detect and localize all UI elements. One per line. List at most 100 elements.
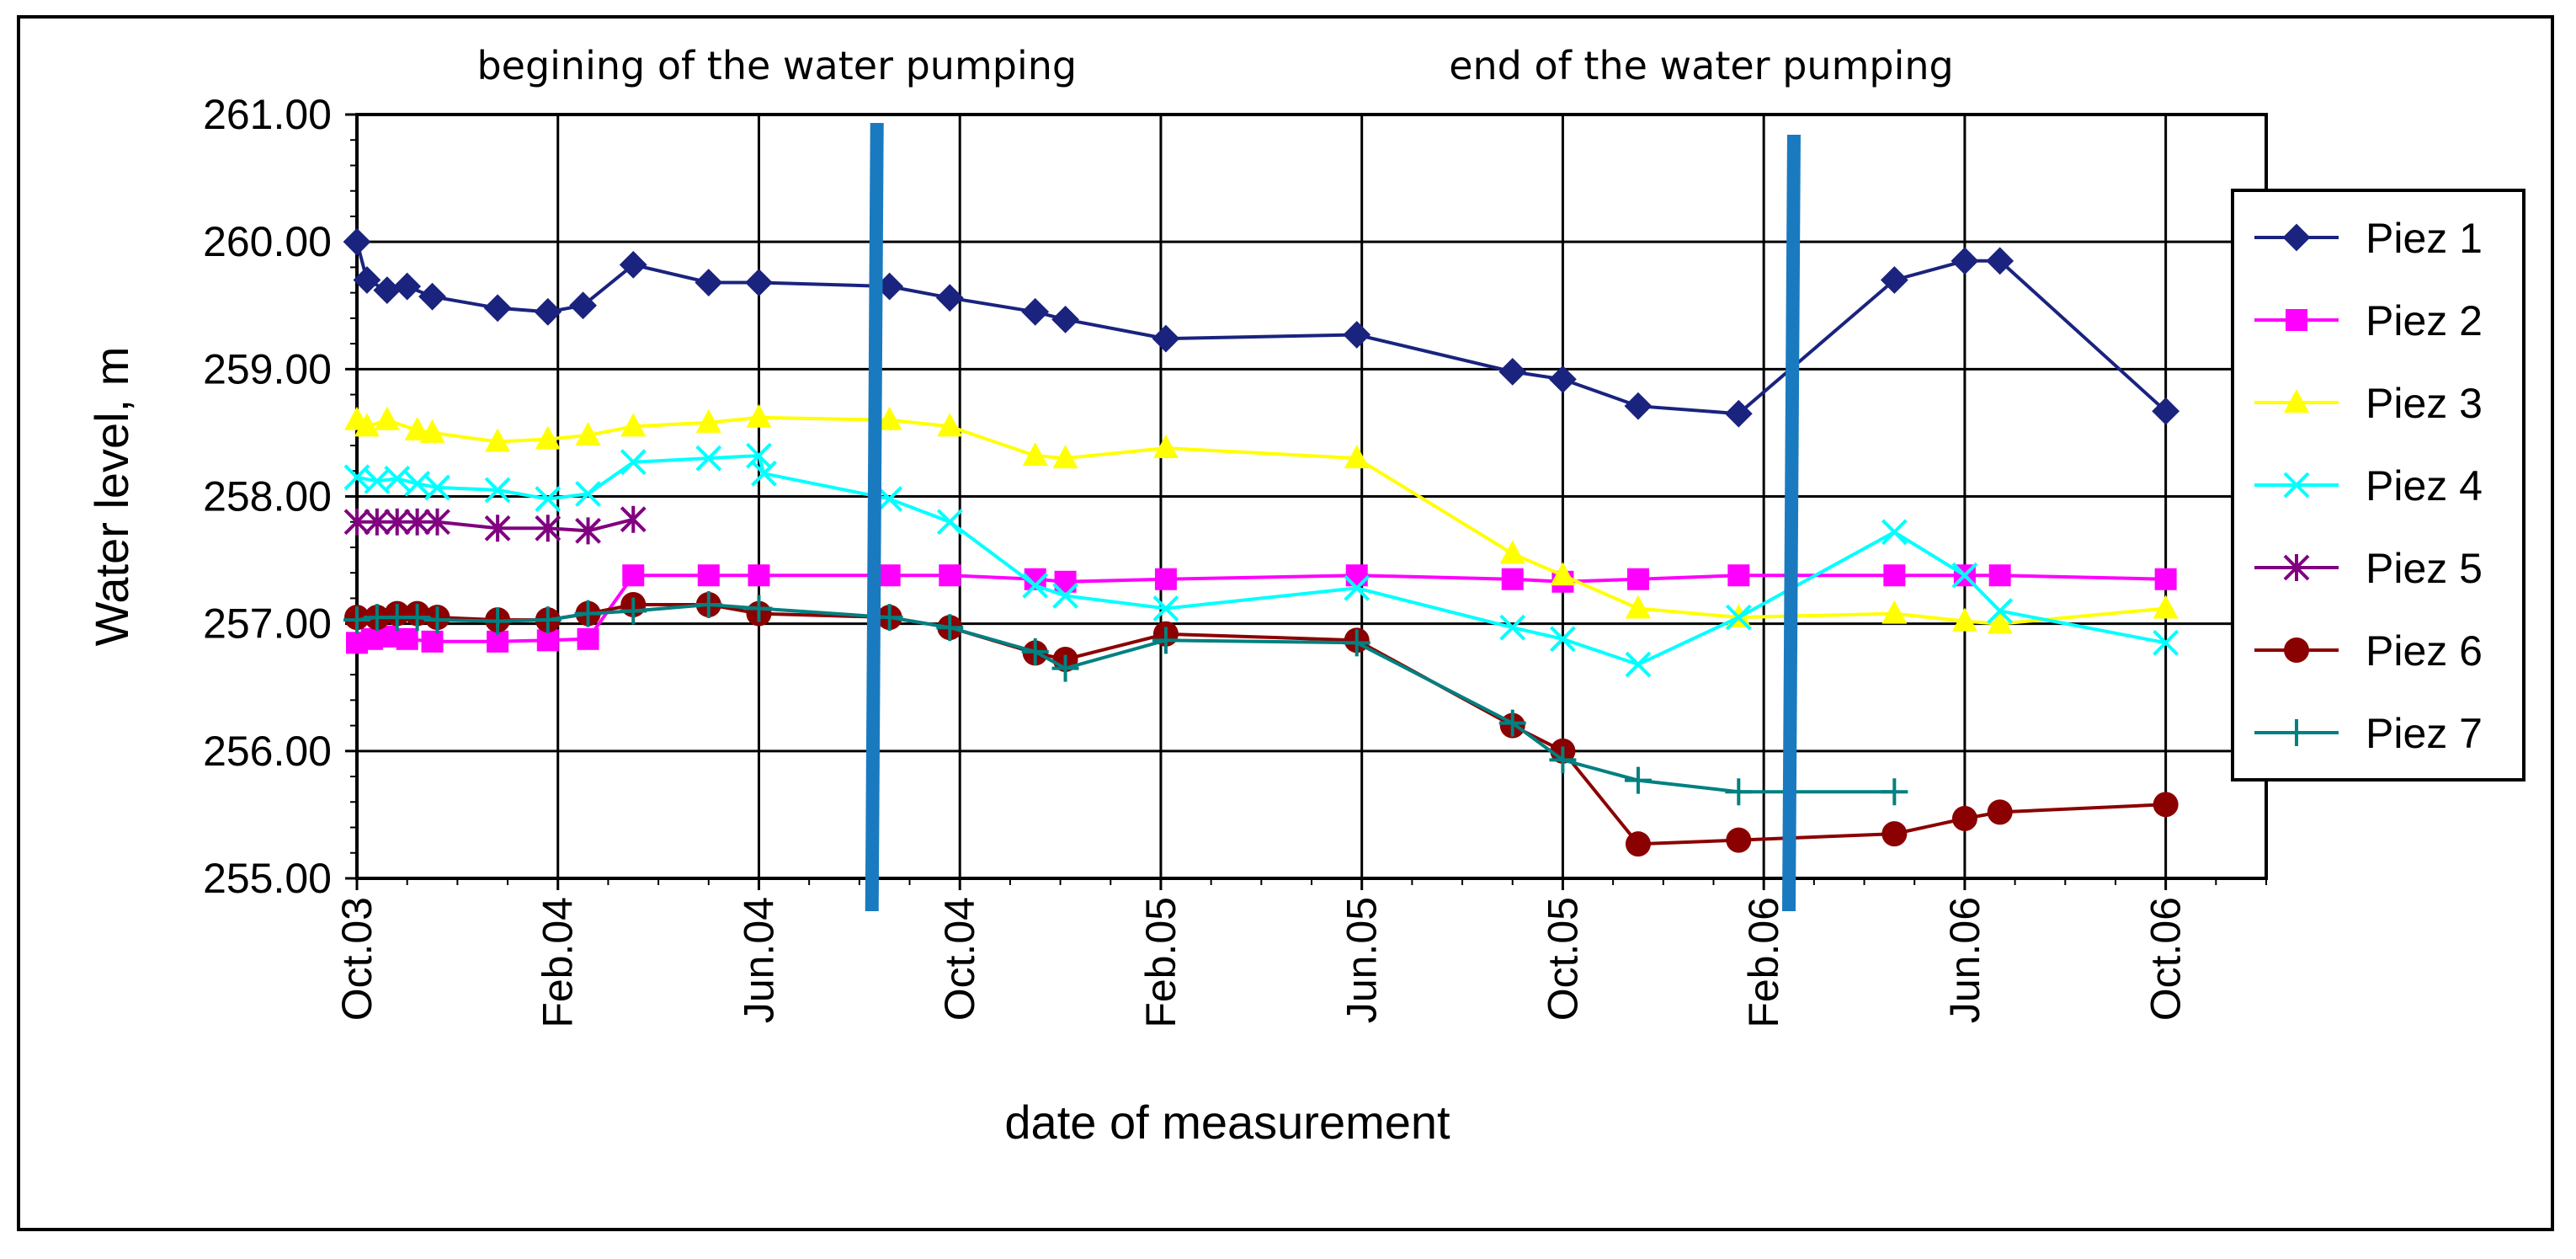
data-point bbox=[419, 419, 445, 443]
data-point bbox=[620, 413, 647, 437]
data-point bbox=[695, 269, 723, 296]
data-point bbox=[1152, 435, 1179, 459]
data-point bbox=[484, 515, 511, 542]
data-point bbox=[343, 464, 370, 491]
data-point bbox=[1987, 598, 2014, 624]
data-point bbox=[1498, 357, 1527, 386]
data-point bbox=[2153, 629, 2179, 656]
data-point bbox=[484, 477, 511, 504]
y-tick-label: 256.00 bbox=[203, 728, 332, 775]
data-point bbox=[1154, 568, 1177, 590]
y-tick-label: 261.00 bbox=[203, 91, 332, 138]
data-point bbox=[343, 606, 370, 634]
data-point bbox=[620, 597, 647, 625]
x-tick-label: Jun.06 bbox=[1941, 897, 1988, 1023]
data-point bbox=[1987, 610, 2013, 634]
x-tick-label: Feb.06 bbox=[1740, 897, 1787, 1028]
legend-label: Piez 3 bbox=[2366, 380, 2483, 427]
data-point bbox=[1052, 582, 1078, 609]
data-point bbox=[748, 564, 770, 587]
legend-label: Piez 4 bbox=[2366, 462, 2483, 509]
data-point bbox=[574, 600, 602, 627]
data-point bbox=[404, 416, 430, 440]
data-point bbox=[2283, 554, 2310, 581]
data-point bbox=[575, 421, 601, 445]
data-point bbox=[937, 413, 963, 437]
data-point bbox=[424, 508, 450, 536]
data-point bbox=[1021, 297, 1050, 326]
y-tick-label: 257.00 bbox=[203, 600, 332, 648]
pumping-marker-line bbox=[1781, 134, 1801, 912]
data-point bbox=[746, 403, 772, 428]
data-point bbox=[1625, 831, 1651, 857]
data-point bbox=[619, 250, 647, 279]
data-point bbox=[575, 481, 601, 507]
data-point bbox=[364, 508, 391, 536]
data-point bbox=[1344, 445, 1370, 469]
y-tick-label: 260.00 bbox=[203, 218, 332, 265]
data-point bbox=[569, 291, 597, 320]
data-point bbox=[695, 445, 722, 472]
series-piez-1 bbox=[343, 227, 2180, 428]
data-point bbox=[393, 272, 422, 301]
data-point bbox=[535, 425, 561, 450]
x-tick-label: Oct.04 bbox=[936, 897, 983, 1021]
data-point bbox=[1152, 324, 1180, 353]
data-point bbox=[620, 505, 647, 533]
data-point bbox=[1883, 564, 1906, 587]
data-point bbox=[1022, 442, 1048, 467]
data-point bbox=[1988, 564, 2011, 587]
legend-label: Piez 7 bbox=[2366, 710, 2483, 757]
data-point bbox=[404, 508, 431, 536]
data-point bbox=[1625, 595, 1651, 619]
data-point bbox=[483, 294, 512, 323]
data-point bbox=[1343, 629, 1370, 657]
data-point bbox=[575, 517, 601, 545]
annotation-text: begining of the water pumping bbox=[476, 43, 1077, 88]
data-point bbox=[396, 627, 418, 650]
series-piez-5 bbox=[343, 505, 647, 545]
data-point bbox=[1625, 651, 1652, 678]
data-point bbox=[1951, 562, 1978, 589]
data-point bbox=[1499, 614, 1526, 641]
data-point bbox=[1550, 562, 1576, 586]
data-point bbox=[421, 630, 444, 653]
data-point bbox=[1052, 445, 1078, 469]
data-point bbox=[2283, 472, 2310, 499]
data-point bbox=[876, 604, 903, 632]
data-point bbox=[876, 406, 902, 430]
data-point bbox=[1724, 399, 1753, 428]
data-point bbox=[1549, 365, 1577, 393]
annotation-text: end of the water pumping bbox=[1449, 43, 1954, 88]
data-point bbox=[1152, 627, 1179, 654]
x-tick-label: Feb.05 bbox=[1137, 897, 1184, 1028]
data-point bbox=[1022, 572, 1049, 599]
data-point bbox=[535, 515, 562, 542]
data-point bbox=[620, 449, 647, 476]
data-point bbox=[2283, 719, 2310, 746]
data-point bbox=[1881, 600, 1908, 624]
data-point bbox=[622, 564, 645, 587]
data-point bbox=[534, 297, 562, 326]
data-point bbox=[2284, 638, 2309, 663]
y-axis-title: Water level, m bbox=[85, 347, 138, 647]
data-point bbox=[577, 627, 599, 650]
data-point bbox=[1499, 540, 1525, 564]
data-point bbox=[1021, 638, 1049, 665]
data-point bbox=[1152, 595, 1179, 621]
data-point bbox=[1051, 654, 1079, 682]
data-point bbox=[1726, 827, 1752, 853]
data-point bbox=[384, 465, 411, 492]
data-point bbox=[2282, 223, 2311, 252]
data-point bbox=[343, 227, 371, 256]
data-point bbox=[745, 269, 773, 296]
data-point bbox=[1725, 778, 1753, 806]
data-point bbox=[1727, 564, 1750, 587]
pumping-marker-line bbox=[865, 122, 884, 912]
data-point bbox=[746, 442, 772, 469]
y-tick-label: 255.00 bbox=[203, 855, 332, 902]
data-point bbox=[423, 606, 451, 634]
legend-label: Piez 5 bbox=[2366, 545, 2483, 592]
data-point bbox=[1881, 519, 1908, 546]
